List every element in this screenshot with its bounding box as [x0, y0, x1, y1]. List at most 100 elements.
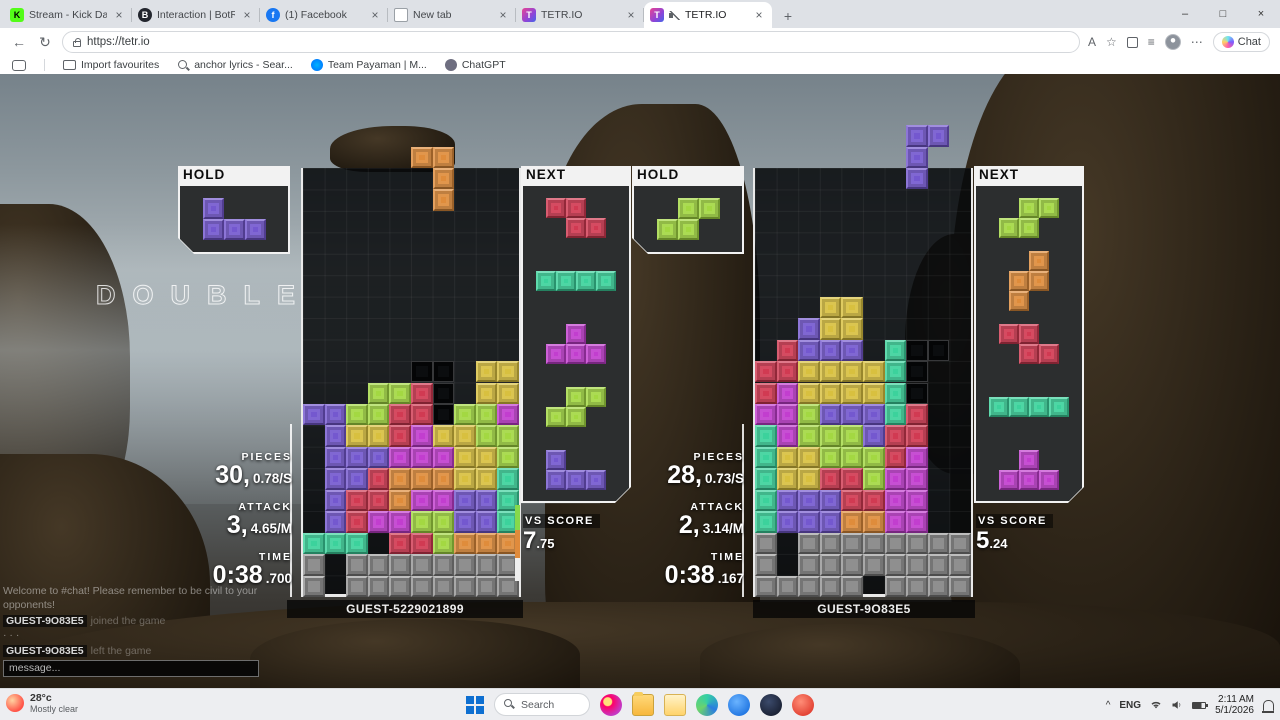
minimize-button[interactable]: –	[1181, 8, 1189, 20]
bookmark-item[interactable]: Team Payaman | M...	[310, 59, 427, 71]
favorite-star-icon[interactable]: ☆	[1105, 35, 1117, 49]
tetromino-block	[906, 468, 928, 490]
tab-close-button[interactable]: ×	[499, 8, 507, 22]
more-menu-icon[interactable]: ⋯	[1190, 35, 1203, 49]
close-window-button[interactable]: ×	[1257, 8, 1265, 20]
tetromino-block	[798, 468, 820, 490]
folder-yellow-app-icon[interactable]	[664, 693, 686, 716]
next-piece-slot	[976, 312, 1082, 375]
tetromino-block	[863, 532, 885, 555]
tetromino-block	[367, 425, 390, 447]
tab-muted-icon[interactable]	[669, 10, 680, 20]
new-tab-button[interactable]: +	[783, 8, 793, 24]
collections-icon[interactable]	[1126, 36, 1138, 48]
tab-strip: K Stream - Kick Dashboard × B Interaction | …	[0, 0, 1280, 28]
browser-tab[interactable]: T TETR.IO ×	[516, 2, 644, 28]
battery-icon[interactable]	[1192, 701, 1209, 709]
tetromino-block	[927, 554, 950, 576]
tetromino-block	[389, 403, 411, 426]
tetromino-block	[841, 468, 863, 490]
tetromino-block	[411, 511, 433, 533]
tray-chevron-up-icon[interactable]: ^	[1105, 699, 1111, 711]
attack-rate: 4.65/M	[250, 521, 292, 536]
tetromino-block	[949, 575, 971, 597]
read-aloud-icon[interactable]: A	[1087, 35, 1096, 49]
tetromino-block	[841, 382, 863, 404]
tetromino-block	[432, 554, 455, 576]
time-ms: .700	[265, 571, 292, 586]
copilot-chat-button[interactable]: Chat	[1212, 32, 1270, 52]
sidebar-toggle-icon[interactable]	[12, 59, 26, 71]
edge-app-icon[interactable]	[696, 693, 718, 716]
tetromino-block	[1039, 344, 1059, 364]
tab-close-button[interactable]: ×	[755, 8, 763, 22]
tetromino-block	[346, 446, 368, 469]
tetromino-block	[224, 219, 245, 240]
tetromino-block	[454, 468, 476, 490]
bookmark-item[interactable]: ChatGPT	[444, 59, 506, 71]
start-button[interactable]	[466, 695, 484, 714]
tetromino-block	[1019, 450, 1039, 470]
browser-tab[interactable]: B Interaction | BotRix — Cloud Stre... ×	[132, 2, 260, 28]
photos-app-icon[interactable]	[600, 693, 622, 716]
hold-label-right: HOLD	[637, 167, 680, 182]
tetromino-block	[999, 324, 1019, 344]
tetromino-block	[411, 575, 433, 597]
tetromino-block	[536, 271, 556, 291]
maximize-button[interactable]: □	[1219, 8, 1227, 20]
tetromino-block	[566, 198, 586, 218]
favorites-list-icon[interactable]: ≡	[1147, 35, 1155, 49]
tetromino-block	[1019, 218, 1039, 238]
tetromino-block	[798, 511, 820, 533]
tetromino-block	[566, 407, 586, 427]
tray-clock[interactable]: 2:11 AM 5/1/2026	[1215, 694, 1254, 717]
bookmark-item[interactable]: anchor lyrics - Sear...	[177, 59, 293, 71]
pieces-label: PIECES	[693, 451, 744, 463]
browser-tab[interactable]: K Stream - Kick Dashboard ×	[4, 2, 132, 28]
tab-close-button[interactable]: ×	[627, 8, 635, 22]
steam-app-icon[interactable]	[760, 693, 782, 716]
bookmark-item[interactable]: Import favourites	[63, 59, 159, 71]
tetromino-block	[841, 296, 863, 319]
tetromino-block	[411, 554, 433, 576]
taskbar-search[interactable]: Search	[494, 693, 590, 716]
tetromino-block	[346, 403, 368, 426]
weather-widget[interactable]: 28°c Mostly clear	[6, 692, 78, 714]
newtab-favicon	[394, 8, 408, 22]
weather-temp: 28°c	[30, 692, 52, 704]
tab-close-button[interactable]: ×	[115, 8, 123, 22]
vs-score-dec: .75	[536, 536, 555, 551]
tab-close-button[interactable]: ×	[243, 8, 251, 22]
pieces-label: PIECES	[241, 451, 292, 463]
file-explorer-app-icon[interactable]	[632, 691, 654, 716]
tab-title: (1) Facebook	[285, 9, 347, 21]
language-indicator[interactable]: ENG	[1119, 699, 1142, 711]
tab-close-button[interactable]: ×	[371, 8, 379, 22]
speaker-icon[interactable]	[1171, 699, 1183, 711]
chat-input[interactable]: message...	[3, 660, 259, 677]
toolbar-actions: A ☆ ≡ ⋯ Chat	[1088, 32, 1270, 52]
url-text[interactable]: https://tetr.io	[87, 36, 150, 48]
tetromino-block	[863, 382, 885, 404]
opera-app-icon[interactable]	[792, 693, 814, 716]
tetromino-block	[203, 198, 224, 219]
refresh-button[interactable]: ↻	[39, 33, 51, 50]
tetromino-block	[546, 344, 566, 364]
profile-avatar[interactable]	[1164, 34, 1181, 50]
tetromino-block	[1029, 397, 1049, 417]
game-scene: DOUBLE HOLD NEXT PIECES 30, 0.78/S ATTACK…	[0, 74, 1280, 688]
wifi-icon[interactable]	[1150, 699, 1162, 711]
tetromino-block	[324, 403, 347, 426]
tab-title: TETR.IO	[685, 9, 727, 21]
browser-tab[interactable]: New tab ×	[388, 2, 516, 28]
tetromino-block	[324, 489, 347, 512]
browser-tab[interactable]: T TETR.IO ×	[644, 2, 772, 28]
tetromino-block	[475, 361, 498, 383]
browser-tab[interactable]: f (1) Facebook ×	[260, 2, 388, 28]
address-bar[interactable]: https://tetr.io	[62, 31, 1080, 53]
back-button[interactable]: ←	[12, 34, 26, 50]
notification-bell-icon[interactable]	[1262, 699, 1274, 713]
tetromino-block	[841, 339, 863, 362]
messenger-app-icon[interactable]	[728, 693, 750, 716]
weather-condition: Mostly clear	[30, 704, 79, 714]
